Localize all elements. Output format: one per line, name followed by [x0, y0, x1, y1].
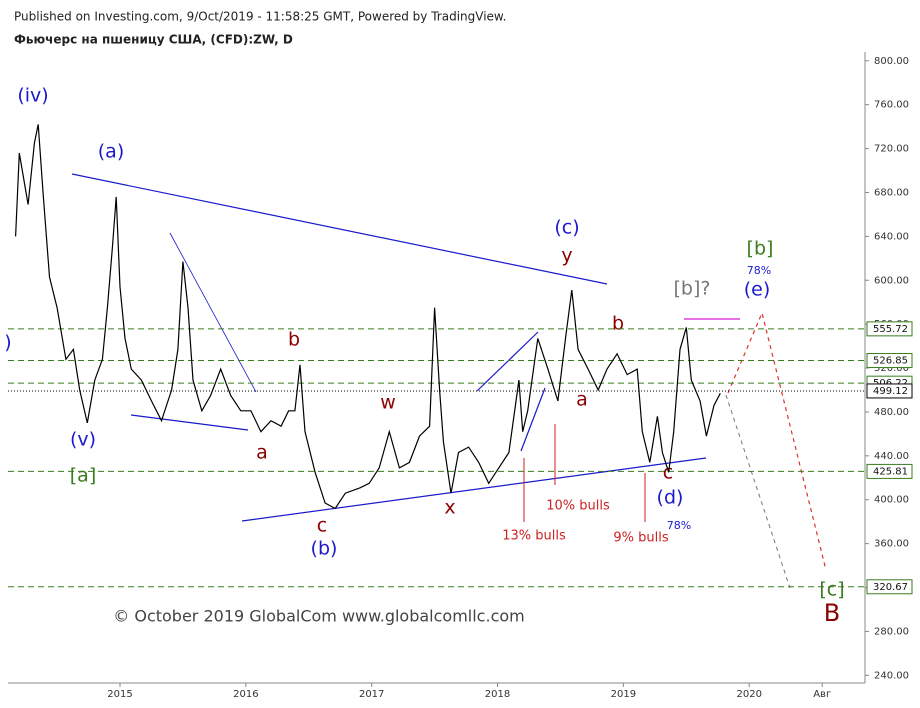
annotation: b	[612, 313, 624, 335]
last-price-label: 499.12	[873, 386, 908, 397]
annotation: w	[380, 392, 396, 414]
y-tick-label: 440.00	[874, 451, 909, 462]
trend-line	[520, 387, 546, 452]
level-box	[866, 463, 913, 479]
x-tick-label: Авг	[813, 689, 831, 700]
annotation: [c]	[819, 579, 844, 601]
price-line	[15, 124, 721, 510]
y-tick-label: 480.00	[874, 407, 909, 418]
y-tick-label: 520.00	[874, 363, 909, 374]
annotation: [b]	[747, 238, 774, 260]
annotation: B	[824, 599, 840, 627]
trend-line	[130, 414, 249, 431]
x-tick-label: 2018	[485, 689, 510, 700]
trend-line	[476, 331, 539, 392]
level-box	[866, 353, 913, 369]
y-tick-label: 400.00	[874, 495, 909, 506]
annotation: a	[576, 389, 588, 411]
annotation: (b)	[311, 538, 338, 560]
y-tick-label: 720.00	[874, 144, 909, 155]
annotation: c	[663, 462, 673, 484]
projection	[727, 311, 827, 571]
trend-line	[71, 173, 608, 285]
annotation: (c)	[554, 217, 579, 239]
x-tick-label: 2017	[359, 689, 384, 700]
annotation: (a)	[98, 141, 124, 163]
header: Published on Investing.com, 9/Oct/2019 -…	[14, 10, 506, 24]
level-box	[866, 321, 913, 337]
y-tick-label: 640.00	[874, 231, 909, 242]
y-tick-label: 280.00	[874, 626, 909, 637]
level-box	[866, 579, 913, 595]
x-tick-label: 2016	[233, 689, 258, 700]
annotation: x	[444, 497, 455, 519]
annotations: (iv)(a)(v)[a]) bawc(b)x(c)yba[b]?[b]78%(e…	[4, 85, 844, 628]
annotation: (e)	[744, 279, 771, 301]
y-tick-label: 240.00	[874, 670, 909, 681]
annotation: [b]?	[674, 278, 711, 300]
annotation: 13% bulls	[502, 529, 566, 544]
trend-line	[169, 232, 257, 393]
annotation: 78%	[667, 519, 691, 532]
annotation: © October 2019 GlobalCom www.globalcomll…	[113, 607, 524, 626]
y-tick-label: 800.00	[874, 56, 909, 67]
y-tick-label: 680.00	[874, 187, 909, 198]
annotation: 78%	[747, 264, 771, 277]
level-label: 526.85	[873, 356, 908, 367]
trend-line	[241, 457, 707, 522]
y-tick-label: 360.00	[874, 539, 909, 550]
x-tick-label: 2015	[107, 689, 132, 700]
x-tick-label: 2019	[611, 689, 636, 700]
y-tick-label: 760.00	[874, 100, 909, 111]
level-label: 425.81	[873, 466, 908, 477]
chart-title: Фьючерс на пшеницу США, (CFD):ZW, D	[14, 33, 293, 47]
marker-lines	[523, 424, 646, 522]
annotation: (v)	[70, 429, 96, 451]
projection-alt	[725, 394, 791, 589]
annotation: (iv)	[17, 85, 48, 107]
level-label: 555.72	[873, 324, 908, 335]
annotation: a	[256, 442, 268, 464]
level-label: 320.67	[873, 582, 908, 593]
last-price-box	[866, 383, 913, 399]
annotation: 10% bulls	[546, 499, 610, 514]
x-tick-label: 2020	[736, 689, 761, 700]
y-tick-label: 600.00	[874, 275, 909, 286]
annotation: y	[561, 245, 572, 267]
annotation: (d)	[657, 487, 684, 509]
annotation: 9% bulls	[613, 531, 668, 546]
annotation: [a]	[70, 465, 96, 487]
trend-lines	[71, 173, 707, 522]
annotation: b	[288, 329, 300, 351]
annotation: c	[317, 515, 327, 537]
annotation: )	[4, 332, 11, 354]
